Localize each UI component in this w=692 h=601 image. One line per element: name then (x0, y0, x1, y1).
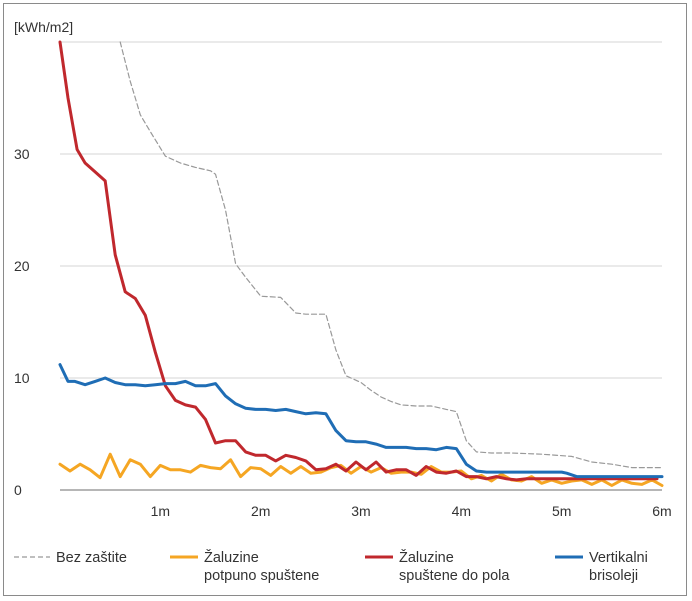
grid-lines (60, 41, 662, 379)
series-lines (58, 40, 664, 487)
x-tick-label: 5m (552, 503, 571, 519)
x-tick-label: 4m (452, 503, 471, 519)
legend-label-3: Žaluzine spuštene do pola (399, 549, 510, 584)
chart-frame (3, 3, 687, 596)
y-tick-label: 20 (14, 258, 30, 274)
x-tick-label: 1m (151, 503, 170, 519)
legend-label-4: Vertikalni brisoleji (589, 550, 648, 584)
legend-label-line: Žaluzine (204, 549, 259, 566)
x-tick-labels: 1m 2m 3m 4m 5m 6m (151, 503, 672, 519)
legend: Bez zaštite Žaluzine potpuno spušteneŽaluz… (14, 549, 648, 584)
series-line-2 (58, 452, 664, 487)
legend-label-line: potpuno spuštene (204, 568, 319, 584)
x-tick-label: 3m (351, 503, 370, 519)
y-tick-labels: 0 10 20 30 (14, 146, 30, 498)
legend-label-line: Vertikalni (589, 550, 648, 566)
x-tick-label: 6m (652, 503, 671, 519)
legend-label-line: spuštene do pola (399, 568, 510, 584)
y-tick-label: 30 (14, 146, 30, 162)
legend-label-1: Bez zaštite (56, 550, 127, 566)
legend-label-line: brisoleji (589, 568, 638, 584)
series-line-3 (58, 40, 659, 482)
legend-label-line: Bez zaštite (56, 550, 127, 566)
series-line-4 (58, 363, 664, 479)
y-tick-label: 10 (14, 370, 30, 386)
legend-label-2: Žaluzine potpuno spuštene (204, 549, 319, 584)
legend-label-line: Žaluzine (399, 549, 454, 566)
x-tick-label: 2m (251, 503, 270, 519)
y-tick-label: 0 (14, 482, 22, 498)
y-axis-label: [kWh/m2] (14, 19, 73, 35)
series-line-1 (119, 41, 663, 469)
